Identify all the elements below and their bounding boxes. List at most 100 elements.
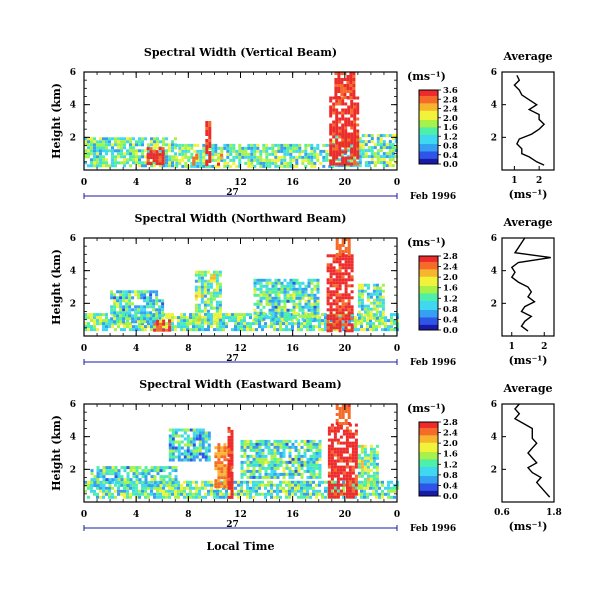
heatmap-cell (102, 472, 106, 476)
heatmap-cell (333, 453, 337, 457)
heatmap-cell (200, 297, 204, 301)
heatmap-cell (149, 147, 153, 151)
heatmap-cell (274, 287, 278, 291)
heatmap-cell (356, 96, 360, 100)
heatmap-cell (223, 443, 227, 447)
heatmap-cell (99, 322, 102, 326)
heatmap-cell (183, 492, 186, 496)
heatmap-cell (292, 155, 296, 159)
heatmap-cell (354, 495, 357, 499)
heatmap-cell (198, 449, 202, 453)
colorbar-swatch (419, 447, 438, 451)
heatmap-cell (262, 284, 266, 288)
heatmap-cell (189, 455, 193, 459)
heatmap-cell (350, 269, 354, 273)
heatmap-cell (376, 134, 380, 138)
heatmap-cell (338, 308, 342, 312)
heatmap-cell (306, 439, 310, 443)
heatmap-cell (162, 495, 165, 499)
heatmap-cell (110, 290, 114, 294)
heatmap-cell (152, 317, 156, 321)
heatmap-cell (298, 293, 302, 297)
colorbar-swatch (419, 289, 438, 292)
heatmap-cell (332, 102, 336, 106)
heatmap-cell (126, 486, 129, 490)
heatmap-cell (111, 495, 114, 499)
heatmap-cell (171, 431, 175, 435)
heatmap-cell (347, 120, 351, 124)
heatmap-cell (346, 96, 350, 99)
heatmap-cell (131, 317, 135, 321)
heatmap-cell (198, 434, 202, 438)
heatmap-cell (366, 453, 370, 457)
colorbar-swatch (419, 90, 438, 93)
heatmap-cell (338, 284, 342, 288)
heatmap-cell (276, 439, 280, 443)
colorbar-swatch (419, 95, 438, 98)
heatmap-cell (108, 486, 111, 490)
heatmap-cell (391, 155, 395, 159)
heatmap-cell (132, 137, 135, 141)
heatmap-cell (108, 164, 111, 168)
heatmap-cell (341, 404, 345, 407)
heatmap-cell (336, 456, 340, 460)
heatmap-cell (197, 285, 201, 289)
heatmap-cell (158, 299, 162, 303)
heatmap-cell (344, 257, 348, 261)
heatmap-cell (338, 299, 342, 303)
heatmap-cell (310, 308, 314, 312)
heatmap-cell (342, 441, 346, 445)
heatmap-cell (141, 149, 144, 153)
heatmap-cell (318, 442, 322, 446)
heatmap-cell (316, 305, 320, 309)
heatmap-cell (309, 439, 313, 443)
heatmap-cell (150, 492, 153, 496)
heatmap-cell (230, 447, 234, 451)
heatmap-cell (379, 143, 383, 147)
heatmap-cell (212, 273, 216, 277)
heatmap-cell (341, 129, 345, 133)
heatmap-cell (197, 312, 201, 316)
heatmap-cell (186, 316, 189, 320)
heatmap-cell (96, 140, 99, 144)
heatmap-cell (341, 132, 345, 136)
heatmap-cell (347, 144, 351, 148)
heatmap-cell (123, 483, 126, 487)
profile-frame (501, 237, 555, 337)
heatmap-cell (301, 287, 305, 291)
heatmap-cell (336, 471, 340, 475)
heatmap-cell (125, 305, 129, 309)
heatmap-cell (333, 474, 337, 478)
colorbar-swatch (419, 138, 438, 141)
heatmap-cell (116, 302, 120, 306)
heatmap-cell (267, 472, 271, 476)
heatmap-cell (313, 296, 317, 300)
heatmap-cell (274, 164, 278, 168)
heatmap-cell (180, 483, 183, 487)
heatmap-cell (288, 457, 292, 461)
heatmap-cell (259, 149, 263, 153)
heatmap-cell (369, 316, 373, 320)
heatmap-cell (143, 293, 147, 297)
profile-x-tick-label: 1.8 (546, 508, 562, 518)
heatmap-cell (125, 317, 129, 321)
heatmap-cell (268, 164, 272, 168)
heatmap-cell (348, 468, 352, 472)
heatmap-cell (357, 459, 361, 463)
heatmap-cell (345, 432, 349, 436)
colorbar-swatch (419, 313, 438, 316)
heatmap-cell (357, 283, 361, 287)
heatmap-cell (114, 137, 117, 141)
heatmap-cell (222, 495, 225, 499)
heatmap-cell (227, 462, 231, 466)
heatmap-cell (298, 149, 302, 153)
heatmap-cell (174, 484, 178, 488)
colorbar-swatch (419, 162, 438, 165)
heatmap-cell (349, 158, 353, 162)
heatmap-cell (360, 289, 364, 293)
heatmap-cell (369, 477, 373, 481)
profile-y-tick-label: 2 (491, 465, 497, 475)
heatmap-cell (113, 296, 117, 300)
heatmap-cell (288, 322, 291, 326)
heatmap-cell (367, 146, 371, 150)
